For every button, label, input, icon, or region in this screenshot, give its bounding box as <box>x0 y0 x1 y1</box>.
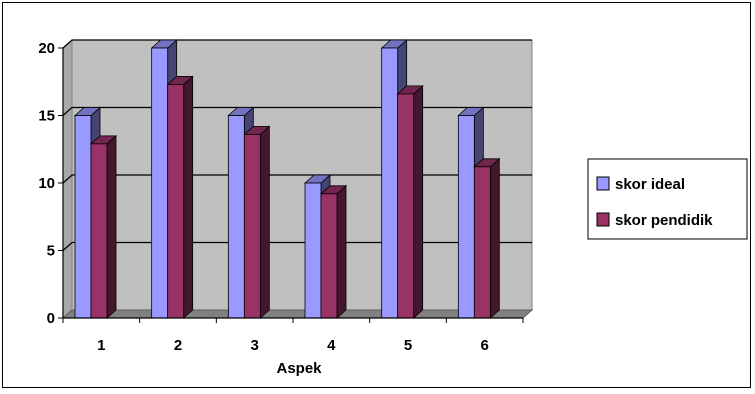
bar-front <box>381 47 399 319</box>
bar-front <box>320 193 338 319</box>
bar-side <box>336 184 347 319</box>
bar-side <box>183 75 194 319</box>
bar-skor-pendidik-4 <box>319 184 348 319</box>
bar-front <box>473 166 491 319</box>
gridline <box>62 174 532 184</box>
bar-front <box>457 115 475 319</box>
bar-skor-pendidik-2 <box>166 75 194 319</box>
legend-label-skor-ideal: skor ideal <box>615 176 685 193</box>
bar-skor-pendidik-1 <box>89 134 118 319</box>
bar-skor-pendidik-3 <box>243 125 271 319</box>
bar-side <box>259 125 270 319</box>
legend-box <box>587 158 748 240</box>
bar-side <box>489 157 500 319</box>
y-tick-label: 0 <box>47 310 55 327</box>
bar-front <box>90 143 108 319</box>
x-tick-label: 6 <box>480 337 488 354</box>
x-tick-label: 3 <box>250 337 258 354</box>
bar-front <box>151 47 169 319</box>
y-tick-label: 5 <box>47 243 55 260</box>
bar-side <box>106 134 117 319</box>
gridline <box>62 106 532 116</box>
bar-side <box>413 85 424 319</box>
bar-skor-pendidik-5 <box>396 85 424 319</box>
bar-front <box>243 133 261 319</box>
legend: skor ideal skor pendidik <box>587 158 748 240</box>
chart-frame: 0 5 10 15 20 1 2 3 4 5 6 Aspek skor ideal skor pe… <box>2 2 751 388</box>
gridline <box>62 241 532 251</box>
y-tick-label: 10 <box>38 175 55 192</box>
gridline <box>62 39 532 49</box>
legend-swatch-skor-ideal <box>596 176 610 191</box>
y-tick-label: 15 <box>38 108 55 125</box>
x-tick-label: 4 <box>327 337 336 354</box>
y-tick-label: 20 <box>38 40 55 57</box>
bar-front <box>397 93 415 319</box>
x-tick-label: 2 <box>174 337 182 354</box>
x-tick-label: 1 <box>97 337 105 354</box>
bar-front <box>74 115 92 319</box>
legend-label-skor-pendidik: skor pendidik <box>615 212 713 229</box>
x-axis-title: Aspek <box>276 360 322 377</box>
bar-front <box>304 182 322 319</box>
bar-front <box>227 115 245 319</box>
bar-skor-pendidik-6 <box>473 157 501 319</box>
legend-swatch-skor-pendidik <box>596 212 610 227</box>
x-tick-label: 5 <box>404 337 412 354</box>
bar-front <box>167 84 185 319</box>
bar-chart: 0 5 10 15 20 1 2 3 4 5 6 Aspek skor ideal skor pe… <box>38 38 748 377</box>
